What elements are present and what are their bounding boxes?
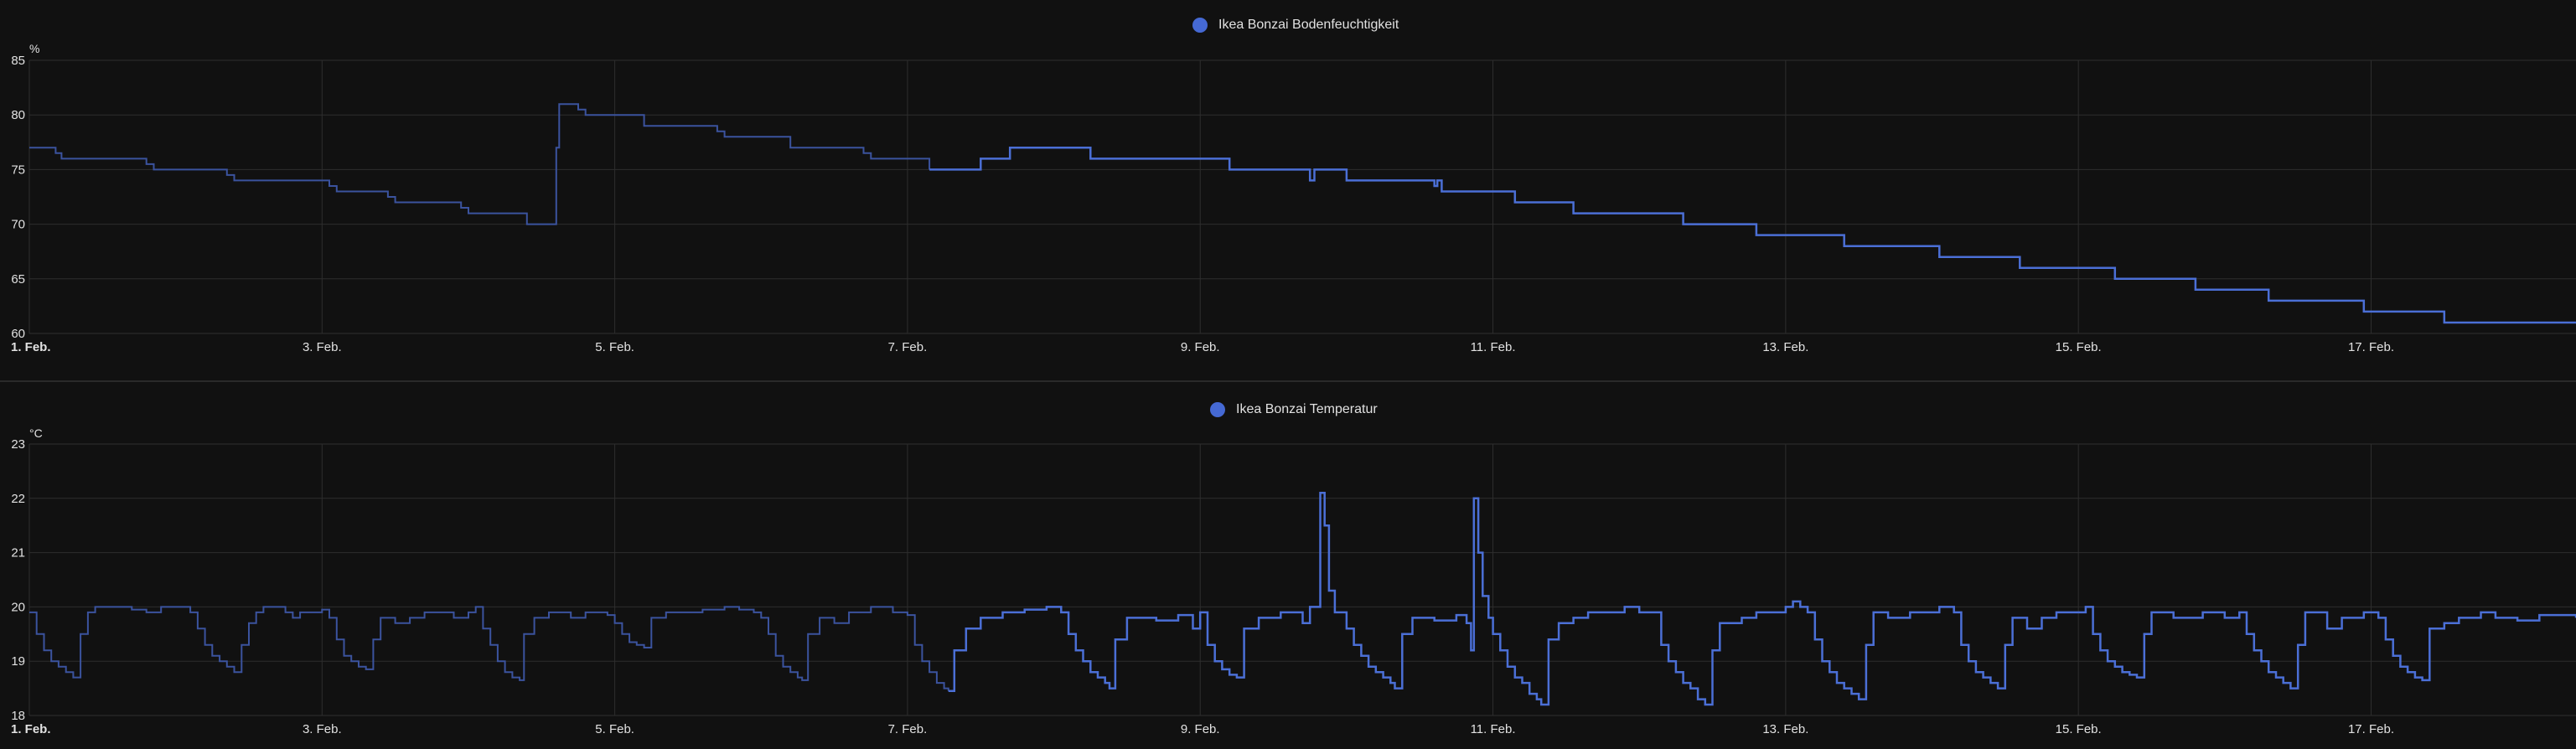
y-tick-label: 22	[11, 492, 25, 506]
soil-moisture-chart: Ikea Bonzai Bodenfeuchtigkeit % 60 65 70 75…	[11, 18, 2576, 354]
x-tick-label: 13. Feb.	[1762, 722, 1808, 736]
x-tick-label: 1. Feb.	[11, 722, 51, 736]
legend-label: Ikea Bonzai Bodenfeuchtigkeit	[1218, 18, 1399, 32]
series-line-early[interactable]	[29, 103, 931, 225]
legend-dot-icon	[1210, 402, 1225, 417]
y-tick-label: 85	[11, 54, 25, 68]
x-tick-label: 17. Feb.	[2348, 340, 2394, 354]
x-tick-label: 11. Feb.	[1471, 340, 1516, 354]
y-tick-label: 75	[11, 163, 25, 177]
grid-lines	[28, 443, 2576, 716]
x-axis-ticks: 1. Feb. 3. Feb. 5. Feb. 7. Feb. 9. Feb. 11. F…	[11, 722, 2394, 736]
series-line-recent[interactable]	[929, 147, 2576, 324]
series-soil-moisture[interactable]	[29, 103, 2576, 324]
y-axis-unit: °C	[29, 426, 43, 440]
y-tick-label: 18	[11, 709, 25, 723]
series-temperature[interactable]	[29, 492, 2576, 706]
series-line-early[interactable]	[29, 606, 949, 691]
x-tick-label: 13. Feb.	[1762, 340, 1808, 354]
x-tick-label: 7. Feb.	[888, 340, 928, 354]
x-tick-label: 5. Feb.	[595, 722, 634, 736]
x-axis-ticks: 1. Feb. 3. Feb. 5. Feb. 7. Feb. 9. Feb. 11. F…	[11, 340, 2394, 354]
legend-label: Ikea Bonzai Temperatur	[1236, 402, 1378, 416]
series-line-recent[interactable]	[948, 492, 2576, 706]
x-tick-label: 1. Feb.	[11, 340, 51, 354]
chart-legend[interactable]: Ikea Bonzai Temperatur	[1210, 402, 1378, 417]
y-tick-label: 20	[11, 600, 25, 614]
x-tick-label: 3. Feb.	[303, 340, 342, 354]
chart-divider	[0, 380, 2576, 382]
x-tick-label: 11. Feb.	[1471, 722, 1516, 736]
y-tick-label: 19	[11, 654, 25, 669]
grid-lines	[28, 59, 2576, 334]
y-tick-label: 80	[11, 108, 25, 122]
temperature-chart: Ikea Bonzai Temperatur °C 18 19 20 21 22 23 1…	[11, 402, 2576, 736]
x-tick-label: 17. Feb.	[2348, 722, 2394, 736]
chart-legend[interactable]: Ikea Bonzai Bodenfeuchtigkeit	[1192, 18, 1399, 33]
x-tick-label: 9. Feb.	[1181, 722, 1220, 736]
x-tick-label: 9. Feb.	[1181, 340, 1220, 354]
y-axis-ticks: 60 65 70 75 80 85	[11, 54, 25, 341]
x-tick-label: 7. Feb.	[888, 722, 928, 736]
y-tick-label: 65	[11, 272, 25, 287]
y-tick-label: 60	[11, 327, 25, 341]
x-tick-label: 5. Feb.	[595, 340, 634, 354]
legend-dot-icon	[1192, 18, 1208, 33]
y-axis-ticks: 18 19 20 21 22 23	[11, 437, 25, 723]
x-tick-label: 15. Feb.	[2056, 340, 2102, 354]
y-axis-unit: %	[29, 42, 39, 55]
y-tick-label: 70	[11, 218, 25, 232]
x-tick-label: 15. Feb.	[2056, 722, 2102, 736]
y-tick-label: 21	[11, 546, 25, 560]
y-tick-label: 23	[11, 437, 25, 452]
x-tick-label: 3. Feb.	[303, 722, 342, 736]
